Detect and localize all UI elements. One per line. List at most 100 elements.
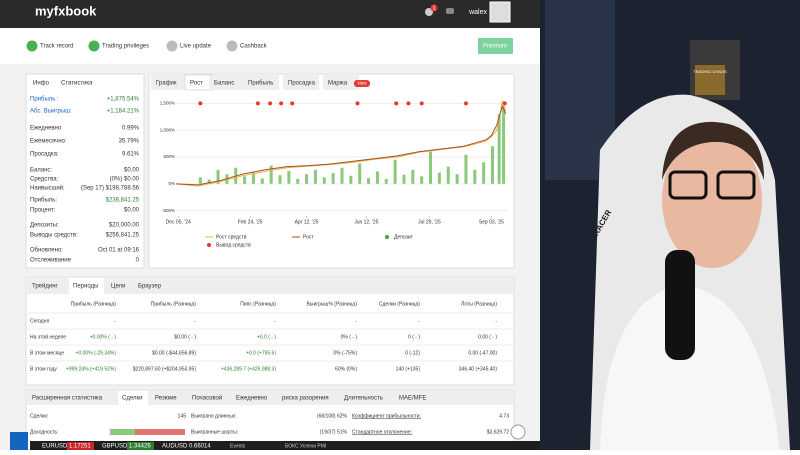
bar <box>437 172 441 184</box>
cell: 346.40 (+345.40) <box>459 366 498 372</box>
badge-label: Cashback <box>240 44 268 50</box>
chart-tab[interactable] <box>243 75 279 90</box>
ticker-news: БОКС Успехи PMI <box>285 443 326 449</box>
withdrawal-dot <box>419 101 424 106</box>
chart-tab[interactable] <box>151 75 187 90</box>
bell-icon <box>425 8 433 16</box>
legend-label: Вывод средств <box>216 242 251 248</box>
bar <box>411 169 415 184</box>
tabs-bar <box>26 277 514 294</box>
info-value: (Sep 17) $198,788.56 <box>81 186 140 192</box>
tab-label: Периоды <box>73 284 98 290</box>
info-value: 9.61% <box>122 152 140 158</box>
bar <box>455 174 459 184</box>
scroll-top-button[interactable] <box>510 424 526 440</box>
chart-panel <box>148 73 515 269</box>
bar <box>402 174 406 184</box>
info-value: 0 <box>136 258 140 264</box>
info-label: Отслеживание <box>30 258 72 264</box>
chart-tab-label: Маржа <box>328 81 348 87</box>
tab-active <box>69 278 104 294</box>
chat-icon <box>446 8 454 14</box>
new-badge <box>354 80 370 87</box>
subheader-bg <box>0 28 540 64</box>
stat-value: 4.73 <box>499 413 509 419</box>
bar <box>269 165 273 184</box>
stat-value: (68/108) 62% <box>317 413 348 419</box>
cell: +436,289.7 (+426,988.3) <box>221 366 276 372</box>
face <box>662 132 762 268</box>
bar <box>296 178 300 184</box>
legend-label: Рост средств <box>216 234 247 240</box>
ticker-symbol: GBPUSD <box>102 444 128 450</box>
info-value: 35.79% <box>119 139 140 145</box>
withdrawal-dot <box>502 101 507 106</box>
book <box>695 65 725 95</box>
bar <box>358 163 362 184</box>
chart-tab[interactable] <box>323 75 359 90</box>
info-value: $0.00 <box>124 208 140 214</box>
microphone <box>665 250 695 360</box>
cell: 0.00 (-47.00) <box>468 350 497 356</box>
ticker-price: 0.66014 <box>189 444 211 450</box>
cell: 0.00 ( - ) <box>478 334 497 340</box>
info-label: Баланс: <box>30 168 52 174</box>
tab-label: MAE/MFE <box>399 396 426 402</box>
cell: 0% (-75%) <box>333 350 357 356</box>
chart-tab-label: Просадка <box>288 81 316 87</box>
y-tick-label: -500% <box>162 208 175 213</box>
badge-icon <box>88 40 100 52</box>
cell: +0.0 ( - ) <box>257 334 276 340</box>
badge-icon <box>26 40 38 52</box>
info-label: Средства: <box>30 177 59 183</box>
notification-count: 1 <box>433 5 436 11</box>
stat-value: (19/37) 51% <box>320 429 348 435</box>
bar <box>502 106 506 184</box>
premium-label: Premium <box>483 44 507 50</box>
chart-tab[interactable] <box>283 75 319 90</box>
withdrawal-dot <box>290 101 295 106</box>
cell: - <box>355 318 357 324</box>
ticker-price: 1.17251 <box>69 444 91 450</box>
bar <box>340 167 344 184</box>
tab-label: риска разорения <box>282 396 329 402</box>
info-label: Просадка: <box>30 152 59 158</box>
chart-tab-label: График <box>156 81 177 87</box>
info-label: Абс. Выигрыш: <box>30 109 72 115</box>
bar <box>260 178 264 184</box>
bar <box>429 151 433 184</box>
avatar <box>489 1 511 23</box>
trading-panel <box>25 276 515 386</box>
info-value: +1,875.54% <box>107 97 140 103</box>
withdrawal-dot <box>394 101 399 106</box>
legend-label: Депозит <box>394 234 414 240</box>
x-tick-label: Apr 12, '25 <box>295 219 319 225</box>
column-header: Лоты (Разница) <box>461 301 497 307</box>
y-tick-label: 0% <box>168 181 175 186</box>
username: walex <box>468 9 487 16</box>
badge-label: Live update <box>180 44 212 50</box>
column-header: Прибыль (Разница) <box>151 301 197 307</box>
stat-label: Сделки: <box>30 413 48 419</box>
stat-label: Выигранные шорты: <box>191 429 238 435</box>
cell: 0 (-12) <box>405 350 420 356</box>
legend-swatch <box>207 243 211 247</box>
cell: - <box>274 318 276 324</box>
info-value: (0%) $0.00 <box>110 177 140 183</box>
column-header: Сделки (Разница) <box>379 301 420 307</box>
cell: +0.00% (-29.34%) <box>76 350 117 356</box>
bar <box>367 177 371 184</box>
info-value: $256,841.25 <box>106 233 140 239</box>
x-tick-label: Feb 24, '25 <box>238 219 263 225</box>
info-value: $20,000.00 <box>109 223 140 229</box>
bar <box>278 175 282 184</box>
info-label: Выводы средств: <box>30 233 78 239</box>
bar <box>393 159 397 184</box>
tab-label: Браузер <box>138 284 162 290</box>
info-label: Прибыль : <box>30 97 59 103</box>
bar <box>216 169 220 184</box>
premium-button[interactable] <box>478 38 513 54</box>
chart-tab[interactable] <box>209 75 245 90</box>
ticker-price-bg <box>67 442 94 450</box>
